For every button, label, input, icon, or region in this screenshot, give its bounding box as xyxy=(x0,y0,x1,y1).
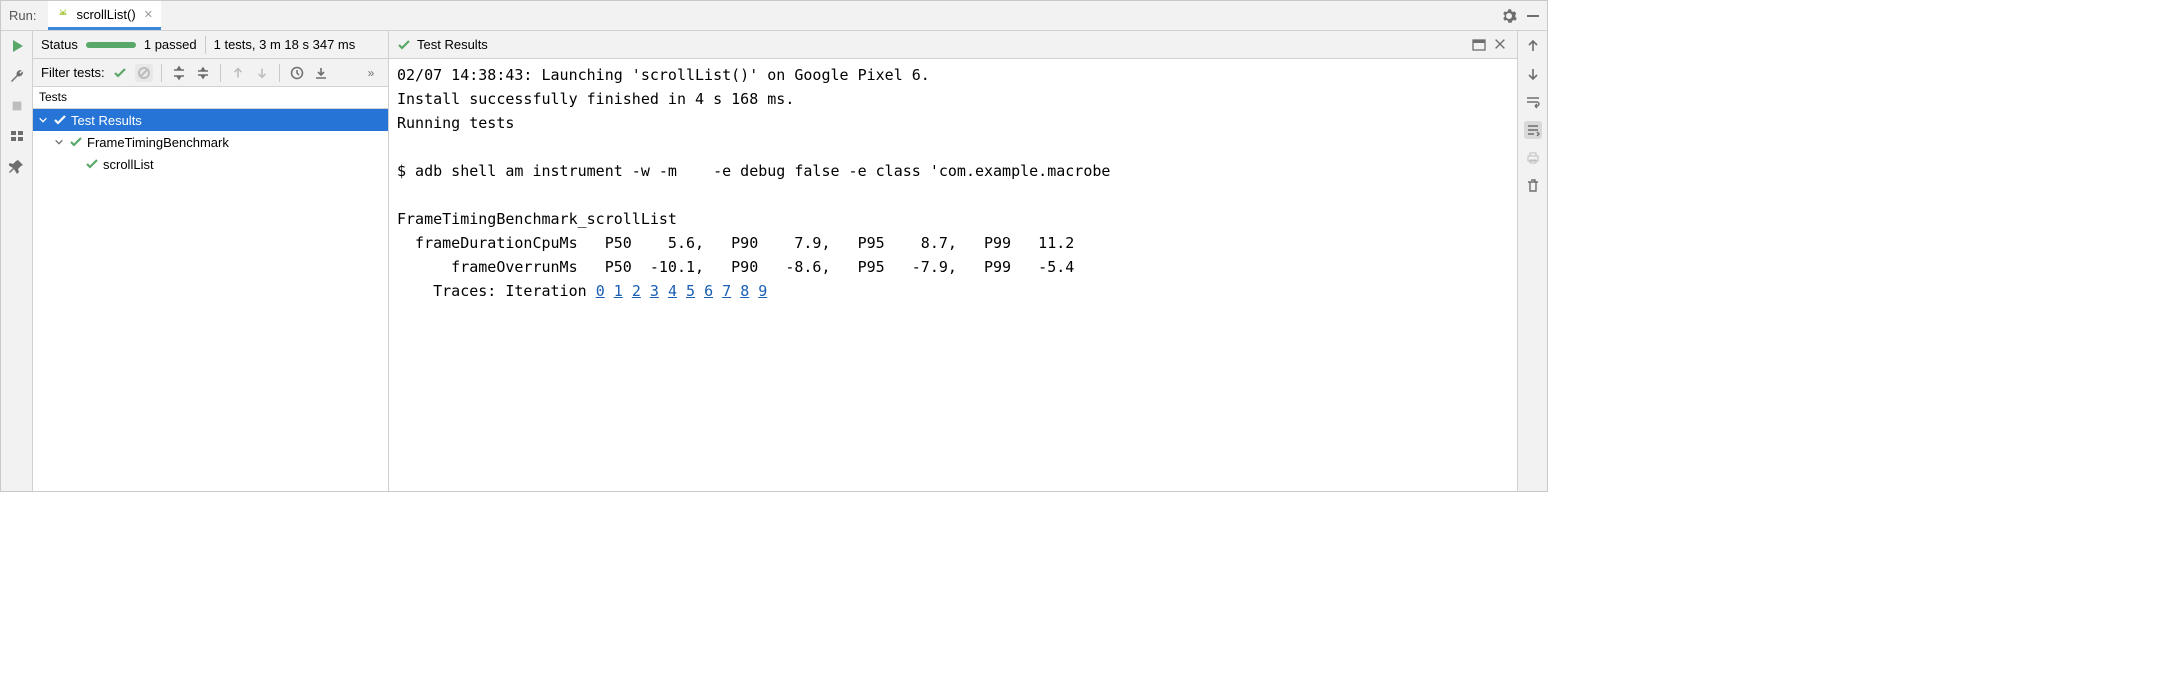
import-icon[interactable] xyxy=(312,64,330,82)
print-icon[interactable] xyxy=(1524,149,1542,167)
tree-label: FrameTimingBenchmark xyxy=(87,135,229,150)
close-panel-icon[interactable] xyxy=(1493,37,1509,53)
softwrap-icon[interactable] xyxy=(1524,93,1542,111)
collapse-all-icon[interactable] xyxy=(194,64,212,82)
layout-icon[interactable] xyxy=(8,127,26,145)
check-icon xyxy=(85,157,99,171)
trace-link[interactable]: 1 xyxy=(614,282,623,300)
status-progress xyxy=(86,42,136,48)
tree-root[interactable]: Test Results xyxy=(33,109,388,131)
console-wrap: Test Results 02/07 14:38:43: Launching '… xyxy=(389,31,1517,491)
more-icon[interactable]: » xyxy=(362,64,380,82)
trace-link[interactable]: 3 xyxy=(650,282,659,300)
separator xyxy=(161,64,162,82)
android-icon xyxy=(56,7,70,21)
body: Status 1 passed 1 tests, 3 m 18 s 347 ms… xyxy=(1,31,1547,491)
trace-link[interactable]: 2 xyxy=(632,282,641,300)
check-icon[interactable] xyxy=(111,64,129,82)
tree-node[interactable]: FrameTimingBenchmark xyxy=(33,131,388,153)
wrench-icon[interactable] xyxy=(8,67,26,85)
status-row: Status 1 passed 1 tests, 3 m 18 s 347 ms xyxy=(33,31,388,59)
arrow-down-icon[interactable] xyxy=(1524,65,1542,83)
prev-fail-icon[interactable] xyxy=(229,64,247,82)
chevron-down-icon[interactable] xyxy=(37,114,49,126)
arrow-up-icon[interactable] xyxy=(1524,37,1542,55)
tree-label: scrollList xyxy=(103,157,154,172)
minimize-icon[interactable] xyxy=(1525,8,1541,24)
play-icon[interactable] xyxy=(8,37,26,55)
filter-toolbar: Filter tests: xyxy=(33,59,388,87)
header-bar: Run: scrollList() ✕ xyxy=(1,1,1547,31)
check-icon xyxy=(397,38,411,52)
separator xyxy=(220,64,221,82)
tests-column-header: Tests xyxy=(33,87,388,109)
console-output[interactable]: 02/07 14:38:43: Launching 'scrollList()'… xyxy=(389,59,1517,491)
separator xyxy=(279,64,280,82)
trace-link[interactable]: 5 xyxy=(686,282,695,300)
disabled-filter-icon[interactable] xyxy=(135,64,153,82)
trace-link[interactable]: 0 xyxy=(596,282,605,300)
run-label: Run: xyxy=(7,8,36,23)
console-top-actions xyxy=(1471,37,1509,53)
console-title: Test Results xyxy=(417,37,488,52)
check-icon xyxy=(53,113,67,127)
trace-link[interactable]: 8 xyxy=(740,282,749,300)
run-tab[interactable]: scrollList() ✕ xyxy=(48,1,160,30)
chevron-down-icon[interactable] xyxy=(53,136,65,148)
expand-all-icon[interactable] xyxy=(170,64,188,82)
trace-link[interactable]: 9 xyxy=(758,282,767,300)
check-icon xyxy=(69,135,83,149)
scroll-to-end-icon[interactable] xyxy=(1524,121,1542,139)
pin-icon[interactable] xyxy=(8,157,26,175)
layout-toggle-icon[interactable] xyxy=(1471,37,1487,53)
status-passed: 1 passed xyxy=(144,37,197,52)
test-tree[interactable]: Test Results FrameTimingBenchmark scrol xyxy=(33,109,388,491)
trace-link[interactable]: 6 xyxy=(704,282,713,300)
trash-icon[interactable] xyxy=(1524,177,1542,195)
filter-label: Filter tests: xyxy=(41,65,105,80)
tree-label: Test Results xyxy=(71,113,142,128)
close-icon[interactable]: ✕ xyxy=(144,8,153,21)
tests-panel: Status 1 passed 1 tests, 3 m 18 s 347 ms… xyxy=(33,31,389,491)
trace-link[interactable]: 7 xyxy=(722,282,731,300)
next-fail-icon[interactable] xyxy=(253,64,271,82)
gear-icon[interactable] xyxy=(1501,8,1517,24)
history-icon[interactable] xyxy=(288,64,306,82)
tree-leaf[interactable]: scrollList xyxy=(33,153,388,175)
run-tool-window: Run: scrollList() ✕ xyxy=(0,0,1548,492)
console-panel: Test Results 02/07 14:38:43: Launching '… xyxy=(389,31,1547,491)
console-header: Test Results xyxy=(389,31,1517,59)
left-gutter xyxy=(1,31,33,491)
tab-label: scrollList() xyxy=(76,7,135,22)
divider xyxy=(205,36,206,54)
status-summary: 1 tests, 3 m 18 s 347 ms xyxy=(214,37,356,52)
stop-icon[interactable] xyxy=(8,97,26,115)
status-label: Status xyxy=(41,37,78,52)
trace-link[interactable]: 4 xyxy=(668,282,677,300)
console-right-gutter xyxy=(1517,31,1547,491)
